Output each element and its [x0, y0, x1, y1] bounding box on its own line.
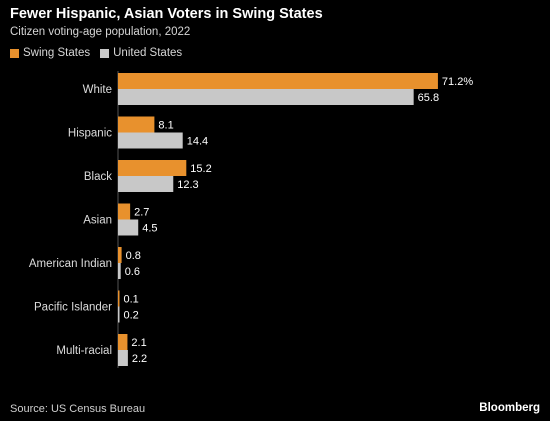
- legend-item-swing-states: Swing States: [10, 47, 90, 59]
- data-label-united-states-black: 12.3: [177, 179, 198, 191]
- data-label-swing-states-black: 15.2: [190, 163, 211, 175]
- bar-swing-states-hispanic: [118, 116, 155, 133]
- legend-item-united-states: United States: [100, 47, 182, 59]
- bar-swing-states-pacific-islander: [118, 290, 120, 307]
- data-label-swing-states-white: 71.2%: [442, 76, 473, 88]
- source-note: Source: US Census Bureau: [10, 403, 146, 415]
- bar-united-states-asian: [118, 219, 139, 236]
- category-label-american-indian: American Indian: [29, 258, 112, 270]
- category-label-multi-racial: Multi-racial: [56, 345, 112, 357]
- bar-swing-states-asian: [118, 203, 131, 220]
- data-label-swing-states-american-indian: 0.8: [126, 250, 141, 262]
- data-label-united-states-hispanic: 14.4: [187, 136, 208, 148]
- legend-swatch-swing-states: [10, 48, 19, 58]
- data-label-swing-states-multi-racial: 2.1: [131, 337, 146, 349]
- bar-swing-states-black: [118, 160, 187, 176]
- data-label-united-states-white: 65.8: [418, 92, 439, 104]
- bar-united-states-multi-racial: [118, 350, 128, 366]
- data-label-united-states-asian: 4.5: [142, 223, 157, 235]
- bar-swing-states-white: [118, 73, 438, 89]
- chart-legend: Swing States United States: [10, 47, 192, 59]
- data-label-swing-states-pacific-islander: 0.1: [124, 294, 139, 306]
- category-label-black: Black: [84, 171, 112, 183]
- category-label-white: White: [83, 84, 112, 96]
- legend-label-swing-states: Swing States: [23, 47, 91, 59]
- data-label-swing-states-hispanic: 8.1: [158, 120, 173, 132]
- bar-united-states-black: [118, 176, 174, 192]
- data-label-united-states-multi-racial: 2.2: [132, 353, 147, 365]
- data-label-swing-states-asian: 2.7: [134, 207, 149, 219]
- bar-united-states-pacific-islander: [118, 306, 120, 323]
- bar-chart: White 71.2%65.8 Hispanic 8.1 14.4 Black 15.2 12…: [29, 71, 473, 368]
- category-label-asian: Asian: [83, 215, 112, 227]
- legend-label-united-states: United States: [113, 47, 183, 59]
- bar-swing-states-american-indian: [118, 247, 122, 263]
- bar-united-states-white: [118, 89, 414, 105]
- chart-title: Fewer Hispanic, Asian Voters in Swing St…: [10, 6, 323, 22]
- data-label-united-states-american-indian: 0.6: [125, 266, 140, 278]
- category-label-hispanic: Hispanic: [68, 128, 112, 140]
- bloomberg-logo: Bloomberg: [479, 402, 540, 414]
- category-label-pacific-islander: Pacific Islander: [34, 302, 112, 314]
- legend-swatch-united-states: [100, 48, 110, 58]
- chart-subtitle: Citizen voting-age population, 2022: [10, 26, 191, 38]
- data-label-united-states-pacific-islander: 0.2: [124, 310, 139, 322]
- bar-united-states-american-indian: [118, 263, 121, 279]
- bar-united-states-hispanic: [118, 132, 183, 149]
- bar-swing-states-multi-racial: [118, 334, 128, 350]
